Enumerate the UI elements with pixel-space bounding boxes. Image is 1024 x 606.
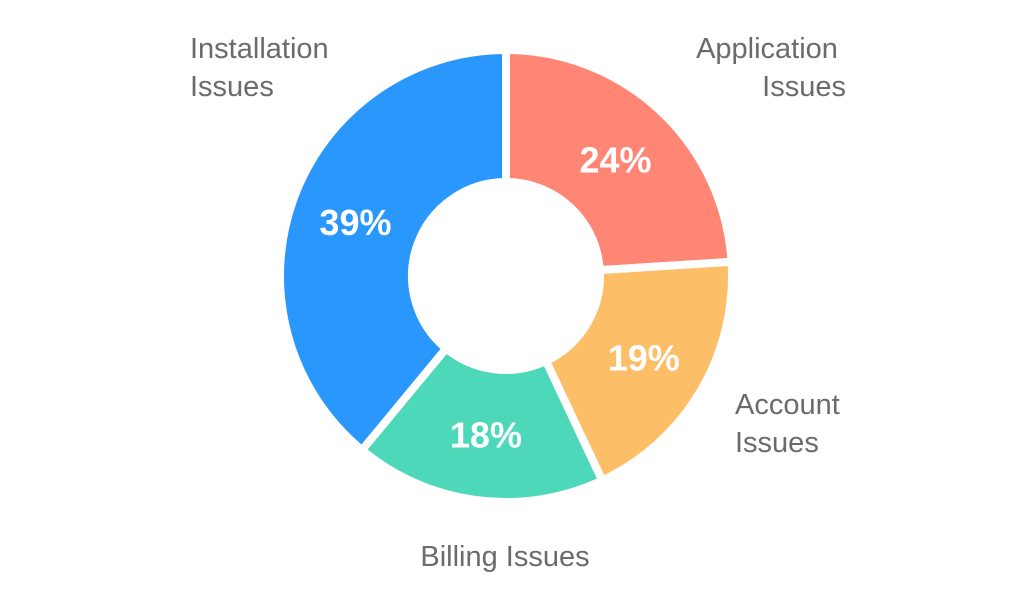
slice-value-labels: 24% 19% 18% 39% xyxy=(319,139,679,455)
value-label-application-issues: 24% xyxy=(579,139,651,180)
category-label-installation-issues: Installation Issues xyxy=(190,33,337,103)
donut-slices xyxy=(276,45,736,506)
value-label-account-issues: 19% xyxy=(608,337,680,378)
slice-account-issues xyxy=(540,257,736,486)
value-label-installation-issues: 39% xyxy=(319,202,391,243)
value-label-billing-issues: 18% xyxy=(450,415,522,456)
category-label-account-issues: Account Issues xyxy=(735,389,848,459)
slice-installation-issues xyxy=(276,45,510,456)
slice-billing-issues xyxy=(356,342,608,506)
category-label-application-issues: Application Issues xyxy=(696,33,846,103)
slice-application-issues xyxy=(502,45,736,275)
category-label-billing-issues: Billing Issues xyxy=(420,541,589,573)
